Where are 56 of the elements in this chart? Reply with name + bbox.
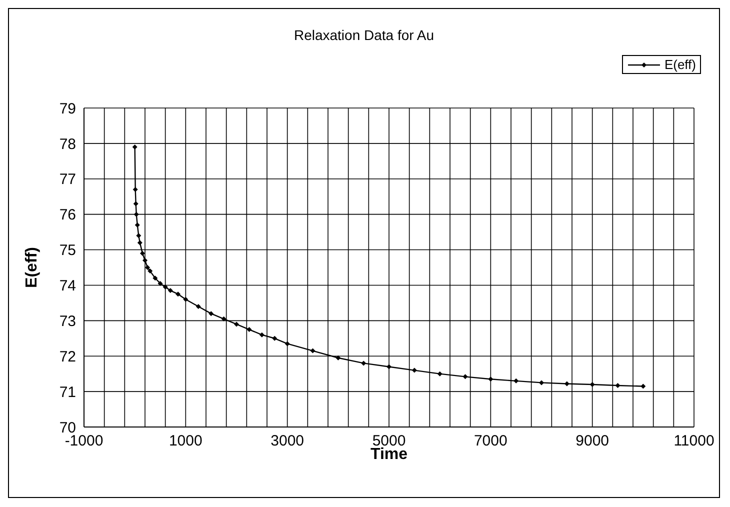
point <box>640 384 646 389</box>
x-tick-label: 11000 <box>674 432 714 450</box>
point <box>142 258 148 263</box>
y-tick-label: 71 <box>59 384 76 401</box>
point <box>158 280 163 286</box>
point <box>140 250 145 256</box>
point <box>412 368 417 373</box>
point <box>176 292 181 297</box>
point <box>514 378 519 384</box>
y-tick-label: 79 <box>59 100 76 118</box>
point <box>132 187 138 192</box>
y-tick-label: 73 <box>59 312 76 330</box>
y-tick-label: 72 <box>59 348 76 366</box>
x-tick-label: 9000 <box>576 432 610 450</box>
x-tick-label: 3000 <box>270 432 304 450</box>
point <box>145 265 150 270</box>
y-axis-title: E(eff) <box>24 247 41 288</box>
point <box>488 376 494 382</box>
x-tick-label: 1000 <box>168 432 202 450</box>
point <box>221 316 226 322</box>
y-tick-label: 75 <box>59 242 76 260</box>
point <box>590 382 595 387</box>
point <box>168 288 173 294</box>
point <box>246 327 252 332</box>
chart-title: Relaxation Data for Au <box>292 27 436 43</box>
y-tick-label: 78 <box>59 136 76 153</box>
point <box>272 336 278 341</box>
point <box>134 212 139 217</box>
point <box>386 364 392 370</box>
point <box>284 341 290 346</box>
point <box>132 144 138 150</box>
legend-label: E(eff) <box>664 57 696 72</box>
point <box>137 240 142 246</box>
point <box>152 276 158 281</box>
y-tick-label: 77 <box>59 171 76 188</box>
point <box>133 201 138 206</box>
y-tick-label: 76 <box>59 206 76 224</box>
point <box>336 355 341 360</box>
x-tick-label: 7000 <box>474 432 508 450</box>
point <box>615 383 620 388</box>
point <box>183 296 188 302</box>
point <box>462 374 468 380</box>
point <box>162 284 168 290</box>
point <box>136 233 142 238</box>
point <box>259 332 264 338</box>
point <box>208 311 214 316</box>
point <box>310 348 316 354</box>
y-tick-label: 74 <box>59 278 76 295</box>
point <box>148 268 153 274</box>
point <box>196 304 201 309</box>
point <box>539 380 544 386</box>
point <box>234 322 239 327</box>
point <box>361 360 366 366</box>
point <box>564 381 570 386</box>
point <box>437 371 442 376</box>
point <box>134 222 140 228</box>
